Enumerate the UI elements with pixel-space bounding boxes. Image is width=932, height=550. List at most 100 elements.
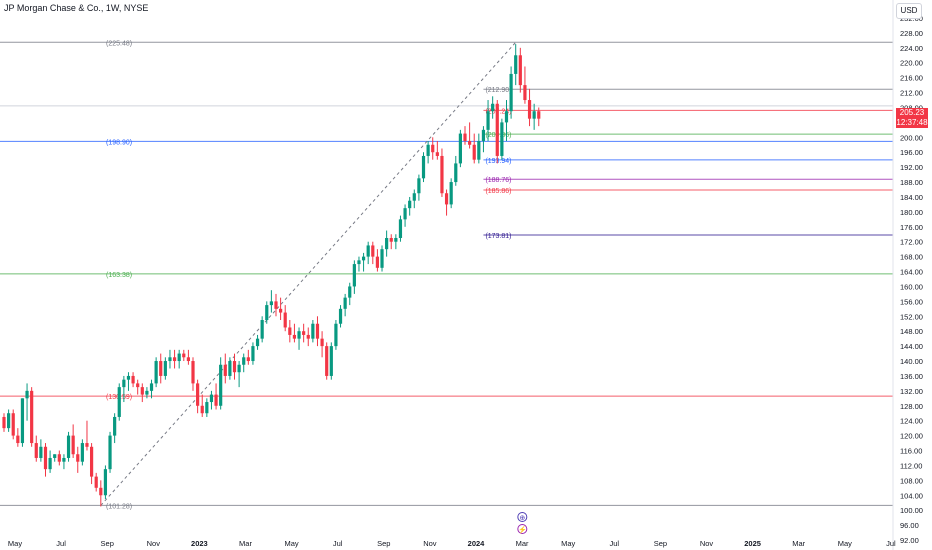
candle-body xyxy=(177,353,181,362)
candle-down xyxy=(371,241,375,265)
candle-down xyxy=(527,88,532,127)
candle-body xyxy=(472,144,476,160)
price-tick-label: 184.00 xyxy=(900,193,923,202)
candle-up xyxy=(269,290,273,313)
candle-body xyxy=(297,331,301,339)
candle-body xyxy=(491,103,495,112)
time-tick-label: 2025 xyxy=(744,539,761,548)
candle-body xyxy=(205,402,209,414)
candle-down xyxy=(283,305,287,332)
candle-down xyxy=(292,323,297,343)
candle-body xyxy=(412,193,416,201)
candle-up xyxy=(338,305,343,328)
candle-down xyxy=(196,379,200,414)
candle-up xyxy=(25,383,29,421)
candle-down xyxy=(468,122,472,149)
candle-body xyxy=(99,487,103,496)
candle-body xyxy=(375,256,380,268)
candle-body xyxy=(338,308,343,324)
candle-up xyxy=(209,390,214,410)
price-tick-label: 144.00 xyxy=(900,342,923,351)
candle-up xyxy=(7,409,11,432)
candle-body xyxy=(283,312,287,328)
candle-up xyxy=(514,44,518,86)
candle-body xyxy=(172,357,177,362)
candle-up xyxy=(357,256,361,272)
candle-up xyxy=(113,413,117,444)
currency-button[interactable]: USD xyxy=(896,3,922,19)
event-marker-glyph: ⊕ xyxy=(519,515,525,522)
candle-body xyxy=(260,320,264,339)
candle-up xyxy=(329,342,333,380)
price-tick-label: 92.00 xyxy=(900,536,919,545)
candle-down xyxy=(495,100,499,164)
price-tick-label: 164.00 xyxy=(900,268,923,277)
candle-down xyxy=(85,420,89,451)
candle-up xyxy=(260,316,264,343)
candle-body xyxy=(2,416,6,429)
candle-body xyxy=(444,193,449,205)
price-level: (173.81) xyxy=(483,233,893,240)
dividend-icon: ⚡ xyxy=(517,524,528,534)
price-tick-label: 212.00 xyxy=(900,89,923,98)
price-level: (163.38) xyxy=(0,272,893,279)
candle-body xyxy=(191,361,195,384)
candle-body xyxy=(163,361,167,376)
candle-down xyxy=(172,349,177,369)
price-level-label: (185.86) xyxy=(485,188,511,195)
time-tick-label: Nov xyxy=(700,539,714,548)
candle-up xyxy=(361,252,366,272)
candle-body xyxy=(209,394,214,403)
trend-line xyxy=(100,41,517,506)
candle-body xyxy=(168,357,172,362)
price-level-label: (188.76) xyxy=(485,177,511,184)
candle-up xyxy=(149,379,154,399)
candle-down xyxy=(57,450,61,466)
candle-down xyxy=(463,126,467,145)
candle-body xyxy=(426,144,430,156)
candle-body xyxy=(242,357,246,365)
candle-body xyxy=(113,416,117,436)
candle-body xyxy=(288,327,292,335)
candle-body xyxy=(514,55,518,74)
time-tick-label: Sep xyxy=(377,539,390,548)
time-tick-label: 2024 xyxy=(468,539,486,548)
candle-down xyxy=(472,133,476,164)
candle-down xyxy=(186,349,190,365)
time-tick-label: Jul xyxy=(610,539,620,548)
candle-body xyxy=(122,379,126,388)
candle-body xyxy=(71,435,75,455)
candle-body xyxy=(403,208,407,220)
candle-up xyxy=(352,260,356,294)
candle-body xyxy=(62,457,66,462)
candle-body xyxy=(449,182,453,205)
candle-up xyxy=(66,431,71,462)
earnings-icon: ⊕ xyxy=(517,512,528,522)
price-tick-label: 140.00 xyxy=(900,357,923,366)
candle-body xyxy=(149,383,154,391)
candle-down xyxy=(131,372,135,388)
candle-up xyxy=(103,465,108,499)
price-level: (130.59) xyxy=(0,394,893,401)
candle-body xyxy=(7,413,11,429)
candle-body xyxy=(458,133,462,164)
candle-body xyxy=(352,264,356,287)
candle-up xyxy=(205,398,209,417)
price-axis: 232.00228.00224.00220.00216.00212.00208.… xyxy=(892,0,923,550)
candle-body xyxy=(30,390,34,444)
candle-body xyxy=(279,308,283,313)
candle-down xyxy=(159,353,163,384)
price-tick-label: 128.00 xyxy=(900,402,923,411)
candle-up xyxy=(219,357,223,410)
candle-body xyxy=(454,163,458,183)
time-axis: May Jul Sep Nov 2023 Mar May Jul Sep Nov 2024 Mar Ma… xyxy=(8,539,896,548)
candle-body xyxy=(417,178,421,194)
last-price-value: 205.23 xyxy=(899,107,925,117)
candle-body xyxy=(343,297,347,309)
candle-down xyxy=(279,297,283,321)
candle-body xyxy=(11,413,15,436)
candle-up xyxy=(163,357,167,380)
candle-up xyxy=(122,375,126,403)
candle-down xyxy=(34,435,38,462)
